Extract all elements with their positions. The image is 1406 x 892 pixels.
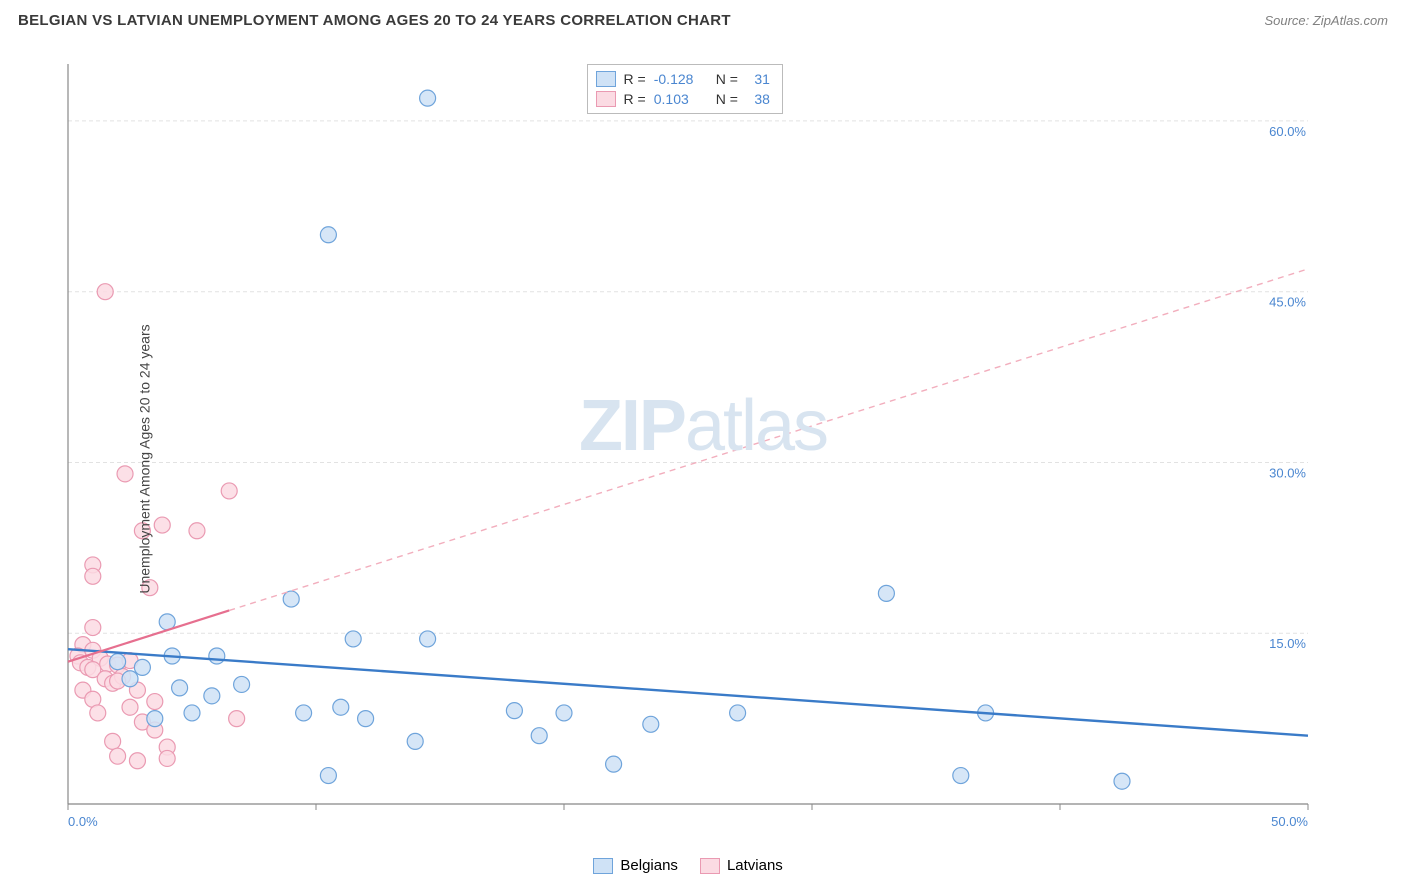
data-point bbox=[105, 733, 121, 749]
data-point bbox=[110, 654, 126, 670]
n-label: N = bbox=[716, 71, 738, 87]
y-tick-label: 30.0% bbox=[1269, 465, 1306, 480]
data-point bbox=[122, 699, 138, 715]
r-label: R = bbox=[624, 91, 646, 107]
legend-series-label: Latvians bbox=[727, 857, 783, 874]
legend-swatch bbox=[593, 858, 613, 874]
data-point bbox=[172, 680, 188, 696]
chart-container: Unemployment Among Ages 20 to 24 years Z… bbox=[18, 44, 1388, 874]
legend-swatch bbox=[700, 858, 720, 874]
data-point bbox=[407, 733, 423, 749]
series-legend: Belgians Latvians bbox=[593, 857, 782, 874]
data-point bbox=[606, 756, 622, 772]
legend-swatch bbox=[596, 71, 616, 87]
scatter-chart: 15.0% 30.0% 45.0% 60.0% 0.0% 50.0% bbox=[18, 44, 1328, 834]
data-point bbox=[129, 753, 145, 769]
data-point bbox=[122, 671, 138, 687]
data-point bbox=[221, 483, 237, 499]
r-label: R = bbox=[624, 71, 646, 87]
trendline-latvians-dashed bbox=[229, 269, 1308, 611]
data-point bbox=[531, 728, 547, 744]
legend-series-label: Belgians bbox=[620, 857, 678, 874]
n-label: N = bbox=[716, 91, 738, 107]
n-value: 31 bbox=[746, 71, 770, 87]
data-point bbox=[234, 676, 250, 692]
y-tick-label: 45.0% bbox=[1269, 295, 1306, 310]
trendline-belgians bbox=[68, 649, 1308, 736]
chart-title: BELGIAN VS LATVIAN UNEMPLOYMENT AMONG AG… bbox=[18, 12, 731, 29]
data-point bbox=[184, 705, 200, 721]
data-point bbox=[147, 711, 163, 727]
data-point bbox=[147, 694, 163, 710]
source-attribution: Source: ZipAtlas.com bbox=[1264, 13, 1388, 28]
data-point bbox=[506, 703, 522, 719]
data-point bbox=[730, 705, 746, 721]
data-point bbox=[117, 466, 133, 482]
r-value: 0.103 bbox=[654, 91, 708, 107]
data-point bbox=[296, 705, 312, 721]
data-point bbox=[320, 768, 336, 784]
data-point bbox=[85, 620, 101, 636]
data-point bbox=[159, 750, 175, 766]
legend-series-item: Belgians bbox=[593, 857, 678, 874]
correlation-legend: R = -0.128 N = 31 R = 0.103 N = 38 bbox=[587, 64, 783, 114]
data-point bbox=[1114, 773, 1130, 789]
data-point bbox=[204, 688, 220, 704]
data-point bbox=[283, 591, 299, 607]
data-point bbox=[878, 585, 894, 601]
data-point bbox=[556, 705, 572, 721]
data-point bbox=[643, 716, 659, 732]
data-point bbox=[420, 631, 436, 647]
n-value: 38 bbox=[746, 91, 770, 107]
legend-swatch bbox=[596, 91, 616, 107]
data-point bbox=[110, 748, 126, 764]
y-tick-label: 15.0% bbox=[1269, 636, 1306, 651]
data-point bbox=[358, 711, 374, 727]
data-point bbox=[333, 699, 349, 715]
x-tick-label: 50.0% bbox=[1271, 814, 1308, 829]
data-point bbox=[345, 631, 361, 647]
data-point bbox=[229, 711, 245, 727]
data-point bbox=[134, 659, 150, 675]
data-point bbox=[90, 705, 106, 721]
data-point bbox=[209, 648, 225, 664]
data-point bbox=[97, 284, 113, 300]
y-tick-label: 60.0% bbox=[1269, 124, 1306, 139]
legend-stat-row: R = 0.103 N = 38 bbox=[596, 91, 770, 107]
data-point bbox=[320, 227, 336, 243]
r-value: -0.128 bbox=[654, 71, 708, 87]
x-tick-label: 0.0% bbox=[68, 814, 98, 829]
data-point bbox=[953, 768, 969, 784]
data-point bbox=[420, 90, 436, 106]
y-axis-label: Unemployment Among Ages 20 to 24 years bbox=[137, 324, 153, 593]
data-point bbox=[85, 568, 101, 584]
data-point bbox=[154, 517, 170, 533]
legend-stat-row: R = -0.128 N = 31 bbox=[596, 71, 770, 87]
legend-series-item: Latvians bbox=[700, 857, 783, 874]
data-point bbox=[189, 523, 205, 539]
